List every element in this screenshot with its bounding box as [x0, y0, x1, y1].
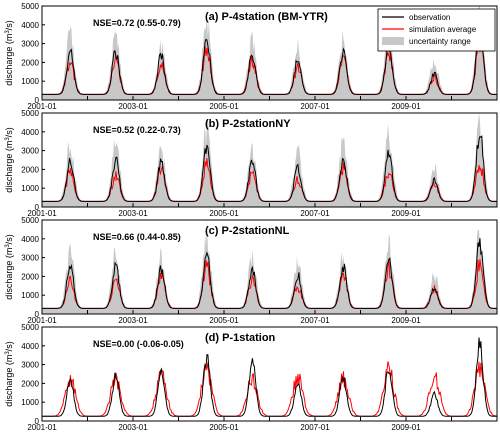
panel-title: (c) P-2stationNL — [205, 225, 290, 237]
series-observation — [42, 134, 497, 202]
y-tick-label: 2000 — [21, 58, 39, 67]
x-tick-label: 2001-01 — [27, 423, 57, 432]
x-tick-label: 2005-01 — [209, 102, 239, 111]
x-tick-label: 2009-01 — [391, 423, 421, 432]
y-tick-label: 5000 — [21, 2, 39, 11]
y-tick-label: 3000 — [21, 147, 39, 156]
legend-label: observation — [409, 13, 450, 22]
y-tick-label: 1000 — [21, 184, 39, 193]
series-uncertainty-range — [42, 113, 497, 207]
y-tick-label: 0 — [35, 417, 40, 426]
series-observation — [42, 238, 497, 309]
y-tick-label: 2000 — [21, 165, 39, 174]
nse-annotation: NSE=0.52 (0.22-0.73) — [93, 125, 181, 135]
nse-annotation: NSE=0.66 (0.44-0.85) — [93, 232, 181, 242]
y-tick-label: 0 — [35, 310, 40, 319]
y-tick-label: 0 — [35, 96, 40, 105]
y-tick-label: 1000 — [21, 291, 39, 300]
nse-annotation: NSE=0.00 (-0.06-0.05) — [93, 339, 184, 349]
y-tick-label: 4000 — [21, 128, 39, 137]
legend-swatch-band — [382, 37, 404, 45]
y-tick-label: 3000 — [21, 361, 39, 370]
panel-d: 0 1000 2000 3000 4000 5000 2001-01 2003-01 2005-… — [4, 323, 498, 432]
x-tick-label: 2001-01 — [27, 102, 57, 111]
x-tick-label: 2007-01 — [300, 423, 330, 432]
x-tick-label: 2003-01 — [118, 209, 148, 218]
x-tick-label: 2009-01 — [391, 209, 421, 218]
x-tick-label: 2005-01 — [209, 316, 239, 325]
y-tick-label: 2000 — [21, 272, 39, 281]
y-tick-label: 1000 — [21, 77, 39, 86]
panel-title: (a) P-4station (BM-YTR) — [205, 11, 328, 23]
x-tick-label: 2005-01 — [209, 209, 239, 218]
x-tick-label: 2009-01 — [391, 316, 421, 325]
y-tick-label: 3000 — [21, 254, 39, 263]
x-tick-label: 2007-01 — [300, 209, 330, 218]
y-axis-label: discharge (m3/s) — [4, 341, 14, 406]
x-tick-label: 2005-01 — [209, 423, 239, 432]
legend: observation simulation average uncertainty… — [377, 8, 496, 52]
y-tick-label: 4000 — [21, 235, 39, 244]
y-axis-label: discharge (m3/s) — [4, 20, 14, 85]
nse-annotation: NSE=0.72 (0.55-0.79) — [93, 18, 181, 28]
y-axis-label: discharge (m3/s) — [4, 234, 14, 299]
panel-title: (b) P-2stationNY — [205, 118, 291, 130]
x-tick-label: 2003-01 — [118, 316, 148, 325]
y-tick-label: 1000 — [21, 398, 39, 407]
y-tick-label: 2000 — [21, 379, 39, 388]
x-tick-label: 2001-01 — [27, 209, 57, 218]
y-tick-label: 5000 — [21, 216, 39, 225]
x-tick-label: 2003-01 — [118, 423, 148, 432]
y-tick-label: 5000 — [21, 109, 39, 118]
y-tick-label: 4000 — [21, 342, 39, 351]
y-tick-label: 5000 — [21, 323, 39, 332]
x-tick-label: 2007-01 — [300, 316, 330, 325]
legend-label: simulation average — [409, 25, 477, 34]
y-tick-label: 4000 — [21, 21, 39, 30]
legend-label: uncertainty range — [409, 37, 471, 46]
y-tick-label: 3000 — [21, 40, 39, 49]
panel-b: 0 1000 2000 3000 4000 5000 2001-01 2003-01 2005-… — [4, 109, 498, 218]
panel-title: (d) P-1station — [205, 332, 276, 344]
series-observation — [42, 337, 497, 417]
x-tick-label: 2001-01 — [27, 316, 57, 325]
x-tick-label: 2007-01 — [300, 102, 330, 111]
series-observation — [42, 25, 497, 95]
x-tick-label: 2009-01 — [391, 102, 421, 111]
panel-c: 0 1000 2000 3000 4000 5000 2001-01 2003-01 2005-… — [4, 216, 498, 325]
panel-a: 0 1000 2000 3000 4000 5000 2001-01 2003-01 2005-… — [4, 2, 498, 111]
y-tick-label: 0 — [35, 203, 40, 212]
x-tick-label: 2003-01 — [118, 102, 148, 111]
y-axis-label: discharge (m3/s) — [4, 127, 14, 192]
